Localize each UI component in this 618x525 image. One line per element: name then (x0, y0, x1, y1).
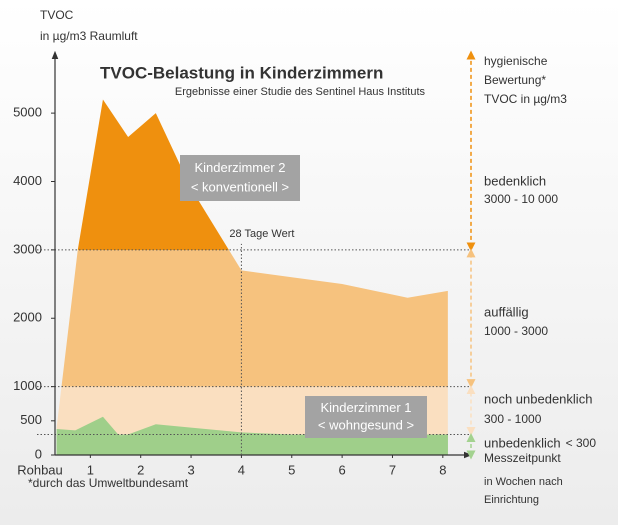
series-note: < konventionell > (191, 180, 289, 195)
series-name: Kinderzimmer 1 (320, 400, 411, 415)
x-tick-label: 2 (137, 462, 144, 477)
y-tick-label: 3000 (13, 241, 42, 256)
legend-header: Bewertung* (484, 73, 546, 87)
x-tick-label: 7 (389, 462, 396, 477)
y-tick-label: 2000 (13, 310, 42, 325)
footnote: *durch das Umweltbundesamt (28, 476, 189, 490)
zone-name: unbedenklich (484, 435, 561, 450)
y-tick-label: 0 (35, 446, 42, 461)
zone-name: bedenklich (484, 173, 546, 188)
chart: TVOC in µg/m3 Raumluft TVOC-Belastung in… (0, 0, 618, 525)
y-tick-label: 4000 (13, 173, 42, 188)
y-unit: in µg/m3 Raumluft (40, 29, 138, 43)
legend-header: TVOC in µg/m3 (484, 92, 567, 106)
x-sublabel: Einrichtung (484, 494, 539, 506)
y-tick-label: 500 (20, 412, 42, 427)
zone-name: noch unbedenklich (484, 391, 592, 406)
series-name: Kinderzimmer 2 (194, 160, 285, 175)
x-tick-label: 3 (187, 462, 194, 477)
chart-subtitle: Ergebnisse einer Studie des Sentinel Hau… (175, 86, 426, 98)
x-sublabel: in Wochen nach (484, 476, 563, 488)
legend-header: hygienische (484, 54, 548, 68)
zone-name: auffällig (484, 304, 529, 319)
chart-title: TVOC-Belastung in Kinderzimmern (100, 63, 383, 82)
zone-range: 1000 - 3000 (484, 324, 548, 338)
x-tick-label: 6 (339, 462, 346, 477)
zone-range: < 300 (566, 436, 597, 450)
x-tick-label: 8 (439, 462, 446, 477)
x-tick-label: 1 (87, 462, 94, 477)
y-tick-label: 5000 (13, 105, 42, 120)
y-label: TVOC (40, 8, 74, 22)
y-tick-label: 1000 (13, 378, 42, 393)
zone-range: 300 - 1000 (484, 412, 542, 426)
marker-label: 28 Tage Wert (229, 228, 294, 240)
x-tick-label: Rohbau (17, 462, 63, 477)
x-tick-label: 4 (238, 462, 245, 477)
x-tick-label: 5 (288, 462, 295, 477)
x-label: Messzeitpunkt (484, 451, 561, 465)
zone-range: 3000 - 10 000 (484, 192, 558, 206)
series-note: < wohngesund > (318, 418, 414, 433)
